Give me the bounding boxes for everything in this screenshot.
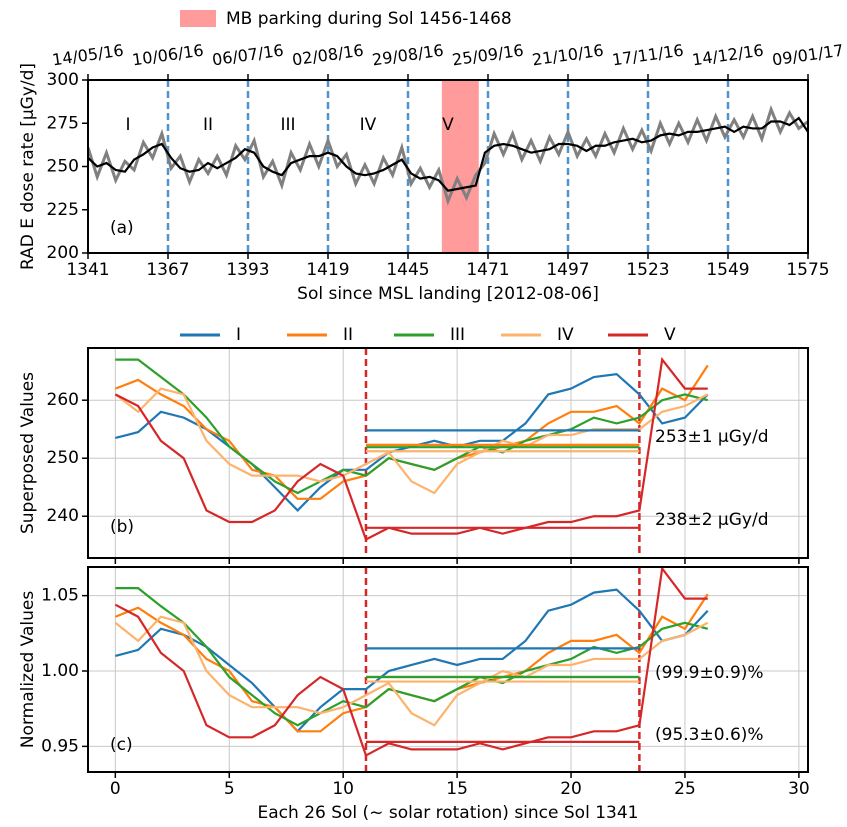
annotation: (95.3±0.6)%: [655, 725, 764, 745]
legend-label: V: [664, 325, 676, 345]
series-line: [114, 364, 709, 500]
x-tick-label: 1419: [306, 260, 349, 280]
series-line: [114, 567, 708, 757]
x-tick-label: 1367: [146, 260, 189, 280]
series-line: [88, 105, 808, 206]
x2-tick-label: 06/07/16: [211, 41, 285, 70]
x2-tick-label: 14/12/16: [691, 41, 765, 70]
period-label: I: [125, 115, 130, 135]
x-tick-label: 5: [224, 779, 235, 799]
y-tick-label: 275: [47, 113, 79, 133]
x-tick-label: 20: [560, 779, 582, 799]
x2-tick-label: 10/06/16: [131, 41, 205, 70]
x-tick-label: 1523: [626, 260, 669, 280]
legend-label: I: [236, 325, 241, 345]
x-tick-label: 1445: [386, 260, 429, 280]
legend-label: MB parking during Sol 1456-1468: [226, 9, 512, 29]
series-line: [114, 356, 708, 541]
y-tick-label: 250: [47, 448, 79, 468]
series-line: [114, 387, 709, 495]
x-tick-label: 1575: [786, 260, 829, 280]
series-line: [115, 358, 709, 495]
x-tick-label: 1471: [466, 260, 509, 280]
x2-tick-label: 21/10/16: [531, 41, 605, 70]
period-label: II: [203, 115, 213, 135]
x2-tick-label: 29/08/16: [371, 41, 445, 70]
x-tick-label: 30: [788, 779, 810, 799]
period-label: IV: [360, 115, 377, 135]
axes-frame: [87, 566, 809, 773]
y-tick-label: 225: [47, 200, 79, 220]
y-tick-label: 300: [47, 70, 79, 90]
y-tick-label: 1.00: [41, 661, 79, 681]
annotation: (99.9±0.9)%: [655, 663, 764, 683]
x-axis-label: Sol since MSL landing [2012-08-06]: [297, 284, 599, 304]
series-line: [114, 593, 709, 733]
legend-label: II: [343, 325, 353, 345]
y-tick-label: 240: [47, 506, 79, 526]
series-line: [115, 372, 709, 512]
x-tick-label: 1341: [66, 260, 109, 280]
y-axis-label: RAD E dose rate [μGy/d]: [18, 63, 38, 270]
y-axis-label: Superposed Values: [18, 372, 38, 534]
period-label: V: [442, 115, 454, 135]
x-tick-label: 1549: [706, 260, 749, 280]
y-axis-label: Normalized Values: [18, 591, 38, 748]
axes-frame: [87, 347, 809, 559]
y-tick-label: 0.95: [41, 736, 79, 756]
x2-tick-label: 25/09/16: [451, 41, 525, 70]
x-tick-label: 10: [332, 779, 354, 799]
panel-label: (b): [110, 517, 134, 537]
panel-label: (c): [110, 735, 133, 755]
series-line: [115, 588, 709, 733]
x2-tick-label: 02/08/16: [291, 41, 365, 70]
y-tick-label: 250: [47, 157, 79, 177]
annotation: 253±1 μGy/d: [655, 427, 768, 447]
x2-tick-label: 09/01/17: [771, 41, 845, 70]
y-tick-label: 260: [47, 390, 79, 410]
period-label: III: [280, 115, 295, 135]
x-tick-label: 1497: [546, 260, 589, 280]
series-line: [114, 615, 709, 727]
x-tick-label: 1393: [226, 260, 269, 280]
x2-tick-label: 17/11/16: [611, 41, 685, 70]
legend-swatch: [180, 10, 216, 27]
x-tick-label: 25: [674, 779, 696, 799]
series-line: [88, 116, 808, 192]
span: [441, 80, 479, 253]
x-tick-label: 15: [446, 779, 468, 799]
panel-label: (a): [110, 218, 134, 238]
x-axis-label: Each 26 Sol (~ solar rotation) since Sol…: [258, 803, 639, 823]
y-tick-label: 1.05: [41, 586, 79, 606]
legend-label: III: [450, 325, 465, 345]
series-line: [115, 587, 709, 727]
y-tick-label: 200: [47, 243, 79, 263]
x2-tick-label: 14/05/16: [51, 41, 125, 70]
legend-label: IV: [557, 325, 574, 345]
annotation: 238±2 μGy/d: [655, 510, 768, 530]
x-tick-label: 0: [110, 779, 121, 799]
